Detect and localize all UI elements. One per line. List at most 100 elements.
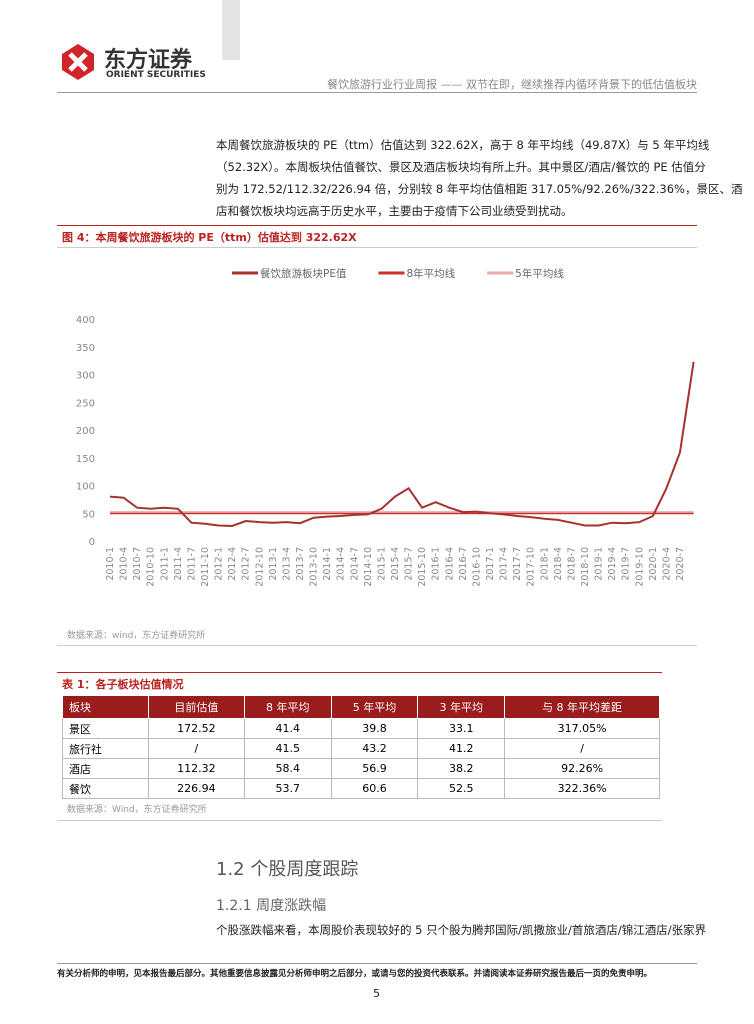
logo-en: ORIENT SECURITIES xyxy=(106,70,206,80)
x-tick-label: 2016-4 xyxy=(444,547,455,581)
y-tick-label: 350 xyxy=(76,343,95,354)
y-tick-label: 400 xyxy=(76,315,95,326)
x-tick-label: 2011-4 xyxy=(173,547,184,581)
x-tick-label: 2018-10 xyxy=(580,547,591,587)
x-tick-label: 2015-4 xyxy=(390,547,401,581)
x-tick-label: 2015-1 xyxy=(376,547,387,581)
table-cell: 172.52 xyxy=(147,718,245,739)
table-cell: 酒店 xyxy=(62,758,149,779)
table-cell: 41.4 xyxy=(243,718,332,739)
table-cell: 33.1 xyxy=(417,718,506,739)
table-cell: 旅行社 xyxy=(62,738,149,759)
x-tick-label: 2019-10 xyxy=(634,547,645,587)
table-cell: 112.32 xyxy=(147,758,245,779)
y-tick-label: 100 xyxy=(76,482,95,493)
y-tick-label: 200 xyxy=(76,426,95,437)
rule xyxy=(57,820,662,821)
rule xyxy=(57,645,697,646)
x-tick-label: 2013-10 xyxy=(309,547,320,587)
x-tick-label: 2020-7 xyxy=(675,547,686,581)
table-header-cell: 板块 xyxy=(62,695,149,719)
x-tick-label: 2015-7 xyxy=(404,547,415,581)
y-tick-label: 50 xyxy=(82,509,95,520)
subsection-heading: 1.2.1 周度涨跌幅 xyxy=(216,898,327,914)
table-row: 旅行社/41.5 43.2 41.2/ xyxy=(62,738,660,759)
x-tick-label: 2014-7 xyxy=(349,547,360,581)
x-tick-label: 2017-7 xyxy=(512,547,523,581)
table-cell: 317.05% xyxy=(504,718,660,739)
rule xyxy=(57,225,697,226)
x-tick-label: 2016-10 xyxy=(471,547,482,587)
table-cell: / xyxy=(147,738,245,759)
x-tick-label: 2012-4 xyxy=(227,547,238,581)
x-tick-label: 2017-1 xyxy=(485,547,496,581)
rule xyxy=(57,92,697,93)
table-header-cell: 5 年平均 xyxy=(330,695,419,719)
x-tick-label: 2014-10 xyxy=(363,547,374,587)
header-title: 餐饮旅游行业行业周报 —— 双节在即，继续推荐内循环背景下的低估值板块 xyxy=(327,78,697,91)
table-cell: 39.8 xyxy=(330,718,419,739)
table-cell: 41.5 xyxy=(243,738,332,759)
x-tick-label: 2018-4 xyxy=(553,547,564,581)
legend-label: 8年平均线 xyxy=(406,267,455,280)
x-tick-label: 2013-7 xyxy=(295,547,306,581)
table-cell: 53.7 xyxy=(243,778,332,799)
x-tick-label: 2014-1 xyxy=(322,547,333,581)
text-line: 别为 172.52/112.32/226.94 倍，分别较 8 年平均估值相距 … xyxy=(216,182,743,196)
x-tick-label: 2010-7 xyxy=(132,547,143,581)
table-cell: / xyxy=(504,738,660,759)
table-row: 景区 172.52 41.4 39.8 33.1 317.05% xyxy=(62,718,660,739)
table-cell: 38.2 xyxy=(417,758,506,779)
table-row: 酒店 112.32 58.4 56.9 38.2 92.26% xyxy=(62,758,660,779)
x-tick-label: 2019-4 xyxy=(607,547,618,581)
x-tick-label: 2015-10 xyxy=(417,547,428,587)
x-tick-label: 2020-1 xyxy=(648,547,659,581)
text-line: 本周餐饮旅游板块的 PE（ttm）估值达到 322.62X，高于 8 年平均线（… xyxy=(216,138,710,152)
table-header-cell: 8 年平均 xyxy=(243,695,332,719)
y-tick-label: 150 xyxy=(76,454,95,465)
table-cell: 322.36% xyxy=(504,778,660,799)
table-cell: 景区 xyxy=(62,718,149,739)
header-bar xyxy=(222,0,240,60)
table-cell: 226.94 xyxy=(147,778,245,799)
logo-cn: 东方证券 xyxy=(104,48,193,73)
page-number: 5 xyxy=(373,987,380,1000)
x-tick-label: 2018-7 xyxy=(566,547,577,581)
text-line: 店和餐饮板块均远高于历史水平，主要由于疫情下公司业绩受到扰动。 xyxy=(216,204,573,218)
x-tick-label: 2010-1 xyxy=(105,547,116,581)
rule xyxy=(57,963,697,964)
x-tick-label: 2019-1 xyxy=(594,547,605,581)
table-cell: 60.6 xyxy=(330,778,419,799)
table-cell: 58.4 xyxy=(243,758,332,779)
x-tick-label: 2013-4 xyxy=(281,547,292,581)
x-tick-label: 2016-1 xyxy=(431,547,442,581)
footer: 有关分析师的申明，见本报告最后部分。其他重要信息披露见分析师申明之后部分，或请与… xyxy=(57,969,653,979)
y-tick-label: 0 xyxy=(89,537,95,548)
y-tick-label: 300 xyxy=(76,371,95,382)
x-tick-label: 2019-7 xyxy=(621,547,632,581)
table: 板块 目前估值 8 年平均 5 年平均 3 年平均与 8 年平均差距 景区 172.52 41… xyxy=(62,695,660,799)
section-heading: 1.2 个股周度跟踪 xyxy=(216,859,359,880)
table-source: 数据来源：Wind，东方证券研究所 xyxy=(67,805,207,815)
table-cell: 41.2 xyxy=(417,738,506,759)
line-series xyxy=(109,361,695,528)
table-header-row: 板块 目前估值 8 年平均 5 年平均 3 年平均与 8 年平均差距 xyxy=(62,695,660,719)
x-tick-label: 2011-10 xyxy=(200,547,211,587)
legend-label: 5年平均线 xyxy=(515,267,564,280)
table-header-cell: 与 8 年平均差距 xyxy=(504,695,660,719)
logo-icon xyxy=(62,44,94,80)
x-tick-label: 2011-1 xyxy=(159,547,170,581)
x-tick-label: 2011-7 xyxy=(186,547,197,581)
rule xyxy=(57,247,697,248)
text-line: （52.32X）。本周板块估值餐饮、景区及酒店板块均有所上升。其中景区/酒店/餐… xyxy=(216,160,706,174)
table-cell: 56.9 xyxy=(330,758,419,779)
table-row: 餐饮 226.94 53.7 60.6 52.5 322.36% xyxy=(62,778,660,799)
rule xyxy=(57,672,662,673)
x-tick-label: 2017-10 xyxy=(526,547,537,587)
figure-source: 数据来源：wind，东方证券研究所 xyxy=(67,631,206,641)
x-tick-label: 2017-4 xyxy=(499,547,510,581)
figure-title: 图 4：本周餐饮旅游板块的 PE（ttm）估值达到 322.62X xyxy=(62,231,357,244)
table-cell: 餐饮 xyxy=(62,778,149,799)
